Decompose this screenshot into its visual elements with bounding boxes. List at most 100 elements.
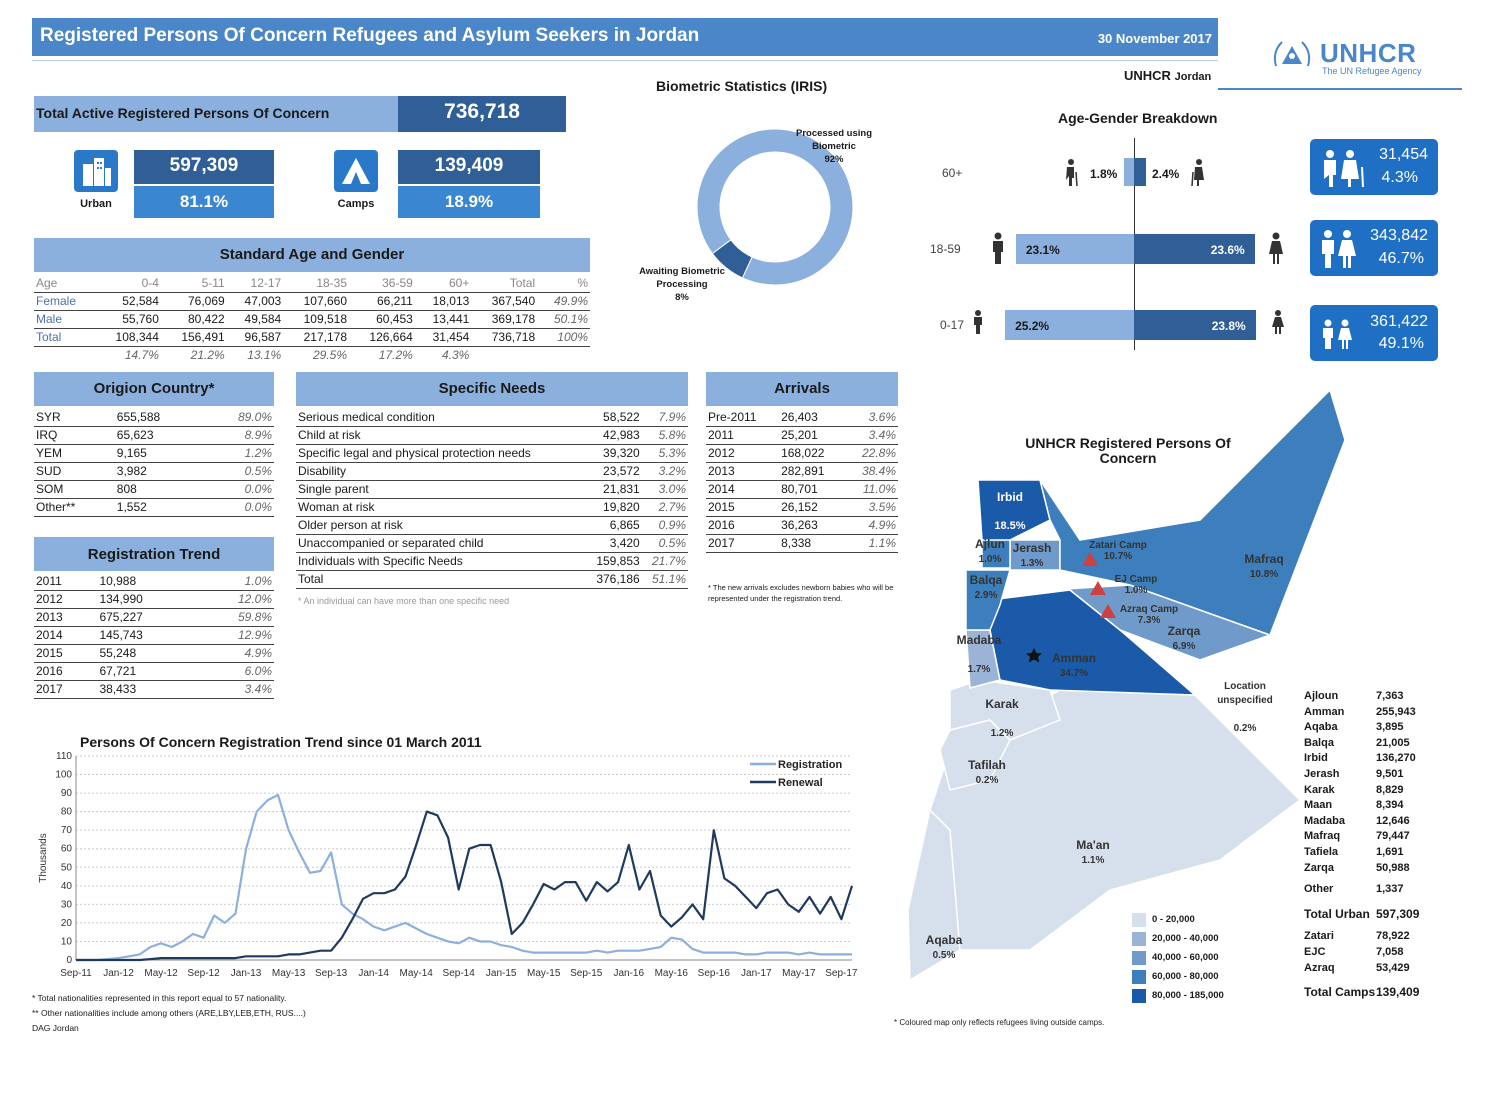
governorate-value: 7,058 xyxy=(1376,945,1404,958)
cell: 9,165 xyxy=(114,444,204,463)
governorate-value: 139,409 xyxy=(1376,985,1420,1000)
cell: 76,069 xyxy=(160,292,227,311)
map-label-karak: Karak 1.2% xyxy=(980,697,1024,739)
cell: 369,178 xyxy=(471,310,538,329)
table-row: 2015 26,152 3.5% xyxy=(706,498,898,517)
y-tick-label: 60 xyxy=(61,844,73,855)
governorate-name: Amman xyxy=(1304,705,1345,718)
cell: YEM xyxy=(34,444,115,463)
table-row: Child at risk 42,983 5.8% xyxy=(296,426,688,445)
cell: 49.9% xyxy=(537,292,590,311)
stat-value: 31,454 xyxy=(1379,146,1428,163)
map-label-pct: 1.1% xyxy=(1081,855,1105,866)
map-label-name: Zarqa xyxy=(1167,624,1201,638)
table-row: 2017 38,433 3.4% xyxy=(34,680,274,699)
stat-pct: 49.1% xyxy=(1378,335,1424,352)
tent-icon xyxy=(334,150,378,192)
cell: 736,718 xyxy=(471,328,538,347)
table-row: 2014 145,743 12.9% xyxy=(34,626,274,645)
cell: 7.9% xyxy=(641,408,688,427)
x-tick-label: May-15 xyxy=(527,968,561,979)
stat-value: 343,842 xyxy=(1370,227,1428,244)
cell: 17.2% xyxy=(378,348,413,363)
map-label-name: EJ Camp xyxy=(1114,574,1158,585)
map-region-mafraq xyxy=(1039,390,1346,636)
male-pct-60: 1.8% xyxy=(1090,167,1118,181)
governorate-row: Tafiela 1,691 xyxy=(1304,846,1434,862)
cell: 5.8% xyxy=(641,426,688,445)
governorate-value: 53,429 xyxy=(1376,961,1410,974)
x-tick-label: May-12 xyxy=(144,968,178,979)
map-label-azraq-camp: Azraq Camp 7.3% xyxy=(1116,604,1182,626)
y-tick-label: 100 xyxy=(55,770,72,781)
governorate-name: Azraq xyxy=(1304,961,1335,974)
map-title: UNHCR Registered Persons Of Concern xyxy=(1025,435,1231,466)
series-line-registration xyxy=(76,793,852,962)
governorate-row: Karak 8,829 xyxy=(1304,784,1434,800)
donut-slice-processed xyxy=(696,128,854,286)
cell: 3.6% xyxy=(845,408,898,427)
y-tick-label: 0 xyxy=(66,955,72,966)
stat-box-18-59: 343,842 46.7% xyxy=(1310,220,1438,276)
table-row: 2013 282,891 38.4% xyxy=(706,462,898,481)
table-row: 2011 10,988 1.0% xyxy=(34,572,274,591)
cell: Disability xyxy=(296,462,585,481)
legend-item: 60,000 - 80,000 xyxy=(1132,967,1224,986)
cell: 67,721 xyxy=(97,662,196,681)
cell: 8,338 xyxy=(779,534,846,553)
governorate-row: Aqaba 3,895 xyxy=(1304,721,1434,737)
cell: SYR xyxy=(34,408,115,427)
series-line-renewal xyxy=(76,810,854,962)
cell: 31,454 xyxy=(414,328,472,347)
cell: 145,743 xyxy=(97,626,196,645)
cell: 47,003 xyxy=(226,292,284,311)
cell: 0.0% xyxy=(203,498,274,517)
adults-icon xyxy=(1322,230,1356,268)
cell: 2017 xyxy=(706,534,780,553)
cell: 21,831 xyxy=(584,480,642,499)
table-row: SYR 655,588 89.0% xyxy=(34,408,274,427)
header-cell: 60+ xyxy=(414,274,472,293)
pct-row: 14.7% 21.2% 13.1% 29.5% 17.2% 4.3% xyxy=(34,346,590,364)
governorate-row: Zarqa 50,988 xyxy=(1304,862,1434,878)
cell: 80,422 xyxy=(160,310,227,329)
governorate-row: Irbid 136,270 xyxy=(1304,752,1434,768)
map-label-pct: 1.7% xyxy=(967,664,991,675)
cell: 2012 xyxy=(34,590,98,609)
report-date: 30 November 2017 xyxy=(1097,31,1212,46)
title-bar: Registered Persons Of Concern Refugees a… xyxy=(32,18,1218,56)
cell: 3.0% xyxy=(641,480,688,499)
legend-label: Registration xyxy=(778,759,842,771)
cell: 3,420 xyxy=(584,534,642,553)
table-row: 2016 67,721 6.0% xyxy=(34,662,274,681)
governorate-value: 1,691 xyxy=(1376,845,1404,858)
x-tick-label: Jan-15 xyxy=(486,968,517,979)
governorate-row: Ajloun 7,363 xyxy=(1304,690,1434,706)
x-tick-label: Jan-17 xyxy=(741,968,772,979)
governorate-row: Total Camps 139,409 xyxy=(1304,985,1434,1001)
cell: 2012 xyxy=(706,444,780,463)
y-axis-label: Thousands xyxy=(38,833,49,882)
map-label-madaba: Madaba 1.7% xyxy=(954,633,1004,675)
governorate-row: Madaba 12,646 xyxy=(1304,815,1434,831)
female-bar-18-59: 23.6% xyxy=(1134,234,1255,264)
total-value: 736,718 xyxy=(398,96,566,132)
x-tick-label: Jan-12 xyxy=(103,968,134,979)
governorate-value: 3,895 xyxy=(1376,721,1404,734)
chart-note: * Total nationalities represented in thi… xyxy=(32,993,287,1003)
legend-item: 80,000 - 185,000 xyxy=(1132,986,1224,1005)
cell: Serious medical condition xyxy=(296,408,585,427)
specific-needs-title: Specific Needs xyxy=(296,372,688,406)
row-label: Total xyxy=(34,328,96,347)
map-label-pct: 7.3% xyxy=(1137,615,1161,626)
jordan-map xyxy=(907,390,1346,982)
cell: 22.8% xyxy=(845,444,898,463)
male-bar-0-17: 25.2% xyxy=(1005,310,1134,340)
map-label-pct: 1.2% xyxy=(990,728,1014,739)
governorate-name: Other xyxy=(1304,883,1334,896)
arrivals-table: Pre-2011 26,403 3.6% 2011 25,201 3.4% 2012 16… xyxy=(706,408,898,553)
cell: 96,587 xyxy=(226,328,284,347)
cell: 0.0% xyxy=(203,480,274,499)
cell: 25,201 xyxy=(779,426,846,445)
x-tick-label: Sep-14 xyxy=(443,968,476,979)
